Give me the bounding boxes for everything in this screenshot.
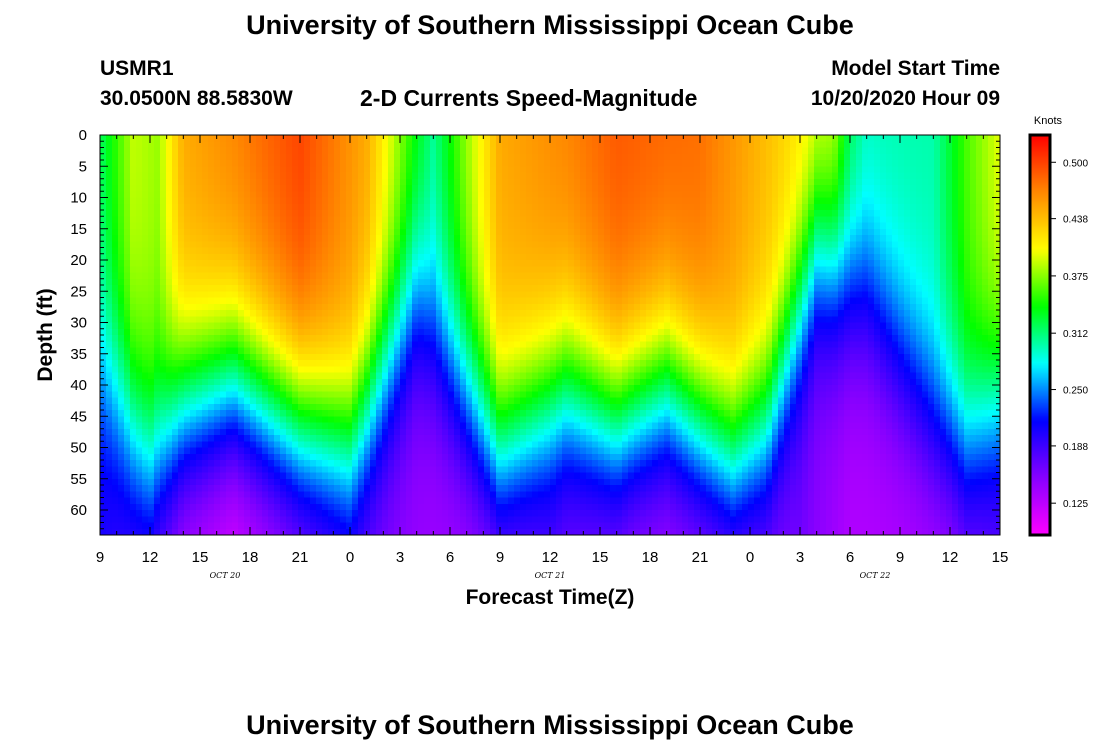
page-footer-title: University of Southern Mississippi Ocean… (246, 710, 854, 740)
x-tick-label: 12 (142, 549, 159, 566)
y-tick-label: 5 (79, 158, 87, 175)
y-tick-label: 50 (70, 440, 87, 457)
y-tick-label: 10 (70, 190, 87, 207)
y-tick-label: 20 (70, 252, 87, 269)
station-coordinates: 30.0500N 88.5830W (100, 87, 293, 110)
x-tick-label: 21 (692, 549, 709, 566)
x-axis-title: Forecast Time(Z) (466, 586, 635, 609)
colorbar-tick-label: 0.438 (1063, 215, 1088, 226)
y-tick-label: 0 (79, 127, 87, 144)
station-id: USMR1 (100, 57, 174, 80)
date-label: OCT 21 (535, 571, 566, 580)
y-tick-label: 40 (70, 377, 87, 394)
y-tick-label: 25 (70, 283, 87, 300)
x-tick-label: 9 (496, 549, 504, 566)
y-tick-label: 55 (70, 471, 87, 488)
model-start-label: Model Start Time (831, 57, 1000, 80)
colorbar (1030, 135, 1050, 535)
speed-heatmap (100, 135, 1000, 535)
x-tick-label: 6 (846, 549, 854, 566)
x-tick-label: 12 (942, 549, 959, 566)
x-tick-label: 12 (542, 549, 559, 566)
y-axis-title: Depth (ft) (34, 288, 57, 381)
x-tick-label: 15 (192, 549, 209, 566)
colorbar-tick-label: 0.312 (1063, 329, 1088, 340)
x-tick-label: 3 (796, 549, 804, 566)
x-tick-label: 3 (396, 549, 404, 566)
model-start-value: 10/20/2020 Hour 09 (810, 87, 1000, 110)
y-tick-label: 15 (70, 221, 87, 238)
y-tick-label: 30 (70, 315, 87, 332)
colorbar-tick-label: 0.250 (1063, 386, 1088, 397)
colorbar-tick-label: 0.375 (1063, 272, 1088, 283)
date-label: OCT 20 (210, 571, 241, 580)
y-tick-label: 45 (70, 408, 87, 425)
date-label: OCT 22 (860, 571, 891, 580)
product-title: 2-D Currents Speed-Magnitude (360, 85, 698, 111)
y-tick-label: 35 (70, 346, 87, 363)
x-tick-label: 0 (346, 549, 354, 566)
colorbar-tick-label: 0.125 (1063, 499, 1088, 510)
x-tick-label: 0 (746, 549, 754, 566)
x-tick-label: 6 (446, 549, 454, 566)
x-tick-label: 18 (642, 549, 659, 566)
x-tick-label: 18 (242, 549, 259, 566)
y-tick-label: 60 (70, 502, 87, 519)
x-tick-label: 15 (992, 549, 1009, 566)
x-tick-label: 21 (292, 549, 309, 566)
x-tick-label: 9 (96, 549, 104, 566)
colorbar-frame (1028, 133, 1052, 537)
page-title: University of Southern Mississippi Ocean… (246, 10, 854, 40)
x-tick-label: 9 (896, 549, 904, 566)
colorbar-tick-label: 0.500 (1063, 158, 1088, 169)
colorbar-unit-label: Knots (1034, 115, 1063, 127)
colorbar-tick-label: 0.188 (1063, 442, 1088, 453)
x-tick-label: 15 (592, 549, 609, 566)
